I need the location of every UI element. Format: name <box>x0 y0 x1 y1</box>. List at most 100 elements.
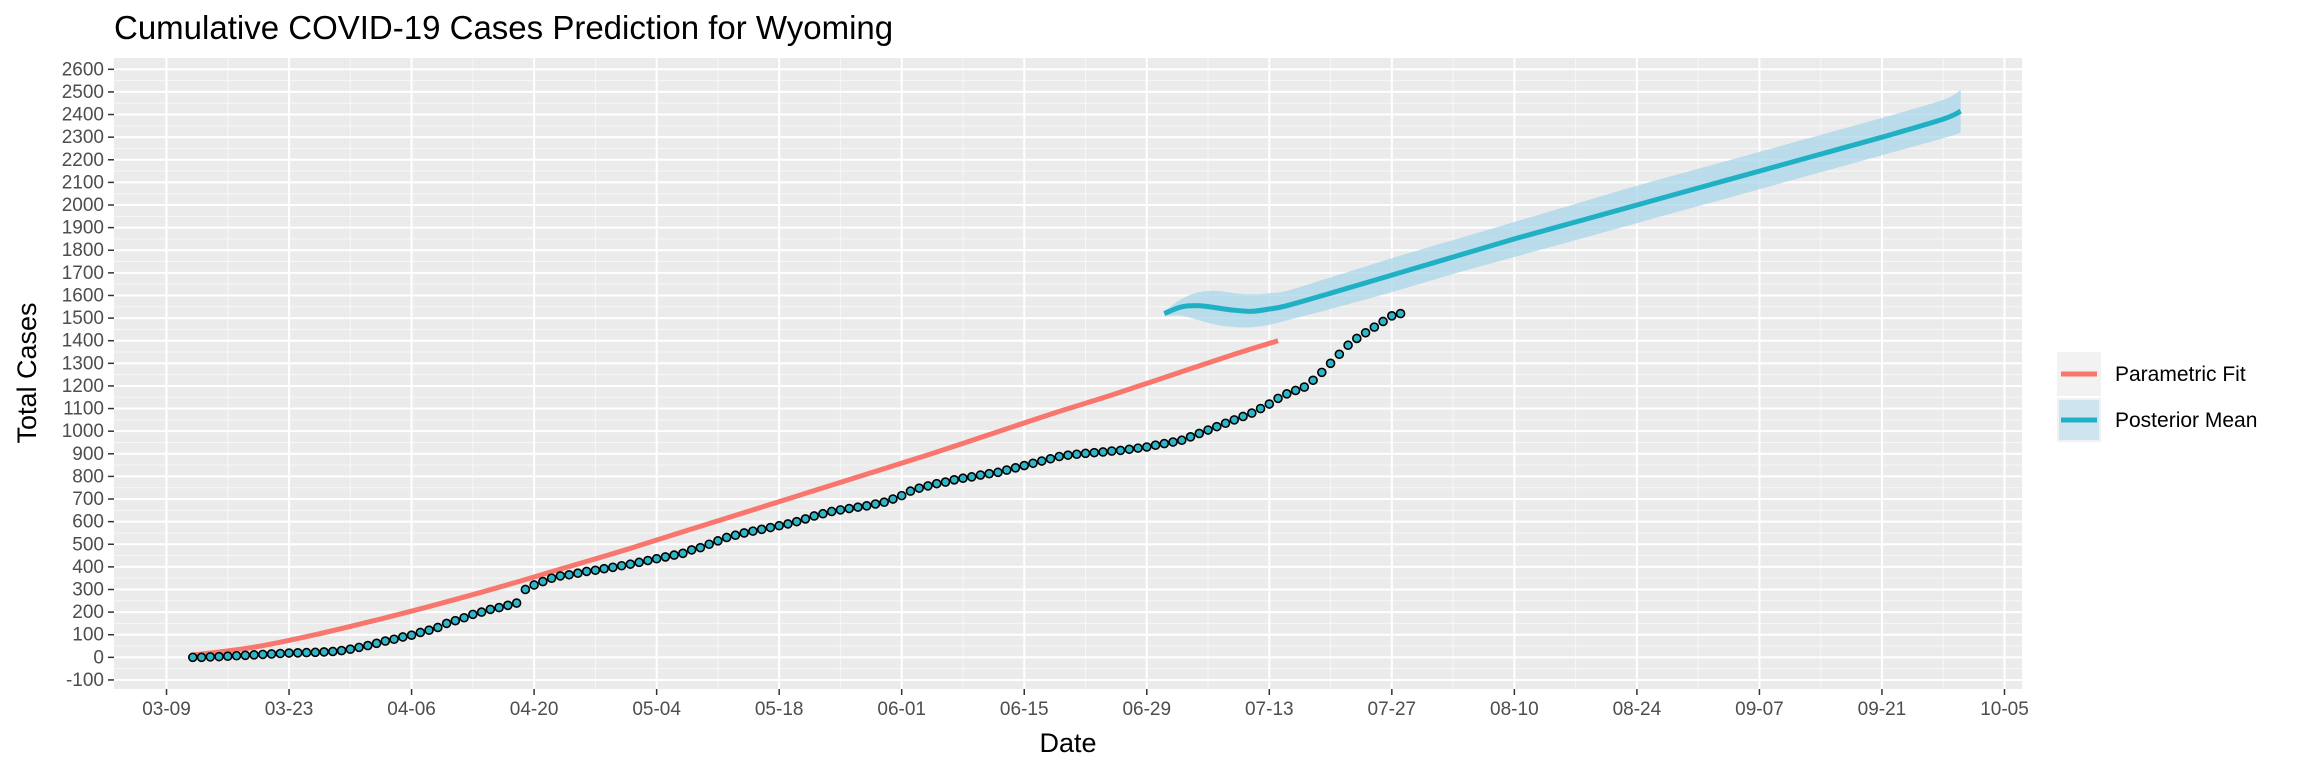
observed-point <box>625 559 636 569</box>
observed-point <box>914 483 925 493</box>
x-tick-label: 08-24 <box>1613 699 1662 720</box>
observed-point <box>1203 425 1213 435</box>
observed-point <box>853 502 863 512</box>
observed-point <box>555 571 566 581</box>
observed-point <box>345 644 356 654</box>
x-tick-label: 06-29 <box>1122 699 1171 720</box>
y-tick-label: 2300 <box>62 127 104 148</box>
observed-point <box>730 530 741 541</box>
observed-point <box>266 649 277 659</box>
observed-point <box>301 647 312 658</box>
observed-point <box>1124 444 1135 455</box>
y-tick-label: 400 <box>72 557 104 578</box>
y-axis: -100010020030040050060070080090010001100… <box>62 59 114 691</box>
observed-point <box>1063 450 1073 460</box>
observed-point <box>1194 428 1205 439</box>
y-tick-label: 900 <box>72 444 104 465</box>
observed-point <box>818 508 828 519</box>
x-tick-label: 06-15 <box>1000 699 1049 720</box>
y-tick-label: 800 <box>72 466 104 487</box>
observed-point <box>1220 418 1231 429</box>
posterior-mean-line <box>1163 108 1962 316</box>
observed-point <box>695 542 706 553</box>
observed-point <box>1028 458 1038 469</box>
observed-point <box>616 560 627 571</box>
observed-point <box>354 642 364 653</box>
observed-point <box>966 472 977 482</box>
observed-point <box>564 569 574 580</box>
observed-point <box>1045 453 1056 464</box>
observed-point <box>450 615 461 626</box>
observed-point <box>441 618 452 629</box>
credible-band-layer <box>1164 89 1961 328</box>
y-tick-label: 1500 <box>62 308 104 329</box>
observed-point <box>931 478 942 489</box>
observed-point <box>520 584 531 595</box>
observed-point <box>503 600 513 611</box>
series-lines-layer <box>192 108 1962 658</box>
observed-point <box>1395 308 1406 319</box>
observed-point <box>336 645 347 656</box>
observed-point <box>643 555 653 566</box>
observed-point <box>529 580 539 590</box>
observed-point <box>205 652 216 662</box>
x-tick-label: 05-18 <box>755 699 804 720</box>
y-tick-label: 300 <box>72 579 104 600</box>
observed-point <box>590 565 601 576</box>
observed-point <box>1211 421 1222 432</box>
observed-point <box>1317 367 1327 378</box>
observed-point <box>774 520 784 531</box>
observed-point <box>1054 451 1065 462</box>
observed-point <box>739 528 749 538</box>
observed-point <box>1255 403 1266 414</box>
x-tick-label: 10-05 <box>1980 699 2029 720</box>
observed-point <box>1106 446 1117 456</box>
observed-point <box>476 607 487 617</box>
x-tick-label: 03-23 <box>265 699 314 720</box>
observed-point <box>949 474 960 485</box>
observed-point <box>1176 435 1187 446</box>
y-tick-label: 2500 <box>62 82 104 103</box>
observed-point <box>406 630 417 640</box>
plot-panel <box>114 58 2022 689</box>
observed-point <box>870 499 881 509</box>
observed-point <box>896 490 907 501</box>
observed-point <box>310 647 321 658</box>
x-tick-label: 07-27 <box>1368 699 1417 720</box>
y-tick-label: 200 <box>72 602 104 623</box>
chart-title: Cumulative COVID-19 Cases Prediction for… <box>114 9 893 46</box>
y-tick-label: 1200 <box>62 376 104 397</box>
observed-point <box>888 494 898 504</box>
observed-point <box>284 648 294 658</box>
observed-point <box>380 636 391 646</box>
observed-point <box>599 563 609 574</box>
y-tick-label: 2400 <box>62 105 104 126</box>
observed-point <box>187 652 198 663</box>
observed-point <box>231 650 242 661</box>
observed-point <box>222 651 233 662</box>
observed-point <box>1036 456 1047 466</box>
observed-point <box>835 505 846 515</box>
observed-point <box>1238 411 1248 422</box>
observed-point <box>459 612 469 623</box>
observed-point <box>1360 327 1371 338</box>
observed-point <box>800 514 811 524</box>
observed-point <box>581 566 592 577</box>
observed-point <box>196 652 207 663</box>
x-tick-label: 09-07 <box>1735 699 1784 720</box>
observed-point <box>660 552 671 562</box>
observed-point <box>468 609 478 620</box>
observed-point <box>1141 442 1152 452</box>
y-tick-label: -100 <box>66 670 104 691</box>
observed-point <box>363 640 373 651</box>
y-tick-label: 1700 <box>62 263 104 284</box>
y-tick-label: 1300 <box>62 353 104 374</box>
observed-point <box>257 649 268 660</box>
observed-point <box>214 651 224 662</box>
observed-point <box>1290 385 1301 396</box>
observed-point <box>1369 322 1380 332</box>
observed-point <box>783 519 793 529</box>
observed-point <box>791 516 802 527</box>
parametric-fit-line <box>192 338 1279 658</box>
